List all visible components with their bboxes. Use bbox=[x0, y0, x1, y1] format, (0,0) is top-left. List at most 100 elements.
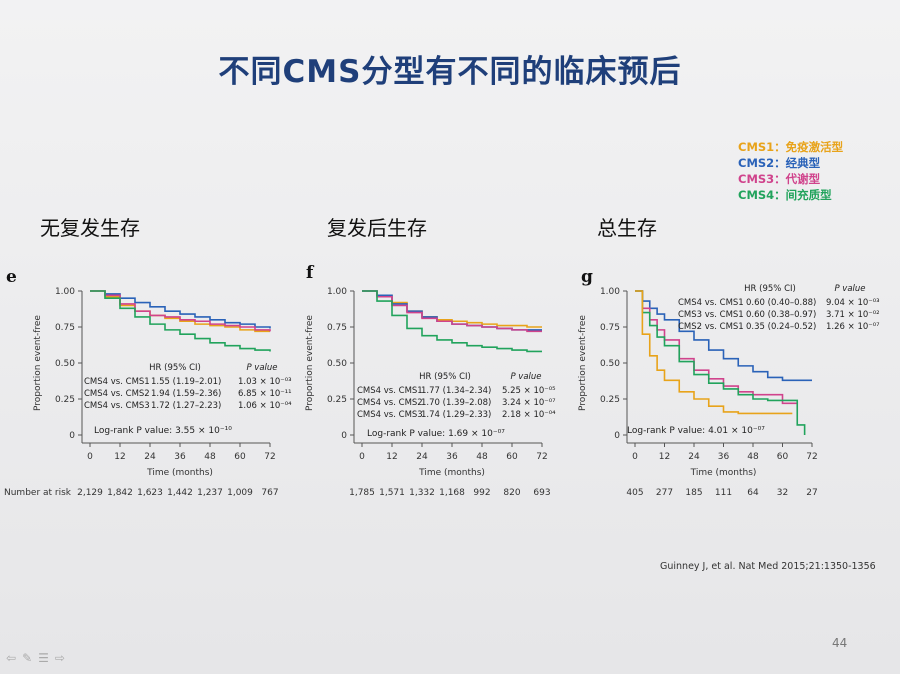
hr-row-label: CMS4 vs. CMS2 bbox=[357, 398, 423, 408]
logrank-text: Log-rank P value: 1.69 × 10⁻⁰⁷ bbox=[367, 429, 505, 439]
x-tick-label: 24 bbox=[688, 452, 700, 462]
legend-item-cms2: CMS2：经典型 bbox=[738, 156, 821, 170]
menu-icon[interactable]: ☰ bbox=[38, 651, 55, 665]
number-at-risk-value: 1,332 bbox=[409, 488, 435, 498]
number-at-risk-value: 405 bbox=[626, 488, 643, 498]
hr-row-value: 1.72 (1.27–2.23) bbox=[151, 401, 221, 411]
number-at-risk-value: 693 bbox=[533, 488, 550, 498]
y-tick-label: 0.75 bbox=[55, 323, 75, 333]
x-tick-label: 12 bbox=[386, 452, 397, 462]
x-tick-label: 36 bbox=[446, 452, 458, 462]
number-at-risk-value: 1,442 bbox=[167, 488, 193, 498]
hr-row-pvalue: 1.26 × 10⁻⁰⁷ bbox=[826, 322, 880, 332]
number-at-risk-value: 64 bbox=[747, 488, 759, 498]
x-tick-label: 0 bbox=[359, 452, 365, 462]
number-at-risk-value: 27 bbox=[806, 488, 817, 498]
x-tick-label: 60 bbox=[234, 452, 246, 462]
number-at-risk-value: 1,237 bbox=[197, 488, 223, 498]
prev-arrow-icon[interactable]: ⇦ bbox=[6, 651, 23, 665]
x-tick-label: 0 bbox=[87, 452, 93, 462]
panel-title-os: 总生存 bbox=[597, 216, 657, 240]
slide-title: 不同CMS分型有不同的临床预后 bbox=[218, 54, 682, 90]
logrank-text: Log-rank P value: 3.55 × 10⁻¹⁰ bbox=[94, 426, 232, 436]
number-at-risk-value: 1,571 bbox=[379, 488, 405, 498]
x-tick-label: 36 bbox=[718, 452, 730, 462]
hr-row-value: 0.35 (0.24–0.52) bbox=[746, 322, 816, 332]
panel-letter: f bbox=[306, 263, 315, 283]
hr-row-value: 1.70 (1.39–2.08) bbox=[421, 398, 491, 408]
hr-row-label: CMS4 vs. CMS1 bbox=[678, 298, 744, 308]
number-at-risk-value: 1,168 bbox=[439, 488, 465, 498]
hr-row-pvalue: 1.06 × 10⁻⁰⁴ bbox=[238, 401, 292, 411]
x-tick-label: 24 bbox=[416, 452, 428, 462]
hr-row-pvalue: 5.25 × 10⁻⁰⁵ bbox=[502, 386, 556, 396]
pen-icon[interactable]: ✎ bbox=[22, 651, 39, 665]
hr-row-pvalue: 1.03 × 10⁻⁰³ bbox=[238, 377, 292, 387]
hr-row-pvalue: 9.04 × 10⁻⁰³ bbox=[826, 298, 880, 308]
hr-row-label: CMS4 vs. CMS3 bbox=[84, 401, 150, 411]
legend-item-cms1: CMS1：免疫激活型 bbox=[738, 140, 844, 154]
y-tick-label: 0.25 bbox=[55, 395, 75, 405]
x-tick-label: 48 bbox=[476, 452, 488, 462]
page-number: 44 bbox=[832, 636, 848, 650]
x-tick-label: 72 bbox=[806, 452, 817, 462]
hr-header: HR (95% CI) bbox=[149, 363, 201, 373]
panel-title-sar: 复发后生存 bbox=[327, 216, 427, 240]
number-at-risk-value: 185 bbox=[685, 488, 702, 498]
number-at-risk-value: 2,129 bbox=[77, 488, 103, 498]
y-tick-label: 1.00 bbox=[600, 287, 620, 297]
y-tick-label: 0.50 bbox=[55, 359, 75, 369]
x-tick-label: 48 bbox=[747, 452, 759, 462]
panel-title-rfs: 无复发生存 bbox=[40, 216, 140, 240]
y-tick-label: 0 bbox=[614, 431, 620, 441]
x-tick-label: 12 bbox=[659, 452, 670, 462]
hr-row-pvalue: 6.85 × 10⁻¹¹ bbox=[238, 389, 292, 399]
slideshow-toolbar[interactable]: ⇦✎☰⇨ bbox=[6, 651, 71, 665]
number-at-risk-value: 767 bbox=[261, 488, 278, 498]
hr-row-label: CMS2 vs. CMS1 bbox=[678, 322, 744, 332]
y-tick-label: 0.75 bbox=[600, 323, 620, 333]
number-at-risk-value: 820 bbox=[503, 488, 520, 498]
x-axis-label: Time (months) bbox=[690, 468, 757, 478]
y-axis-label: Proportion event-free bbox=[305, 315, 315, 411]
x-tick-label: 36 bbox=[174, 452, 186, 462]
y-tick-label: 0.25 bbox=[600, 395, 620, 405]
hr-row-label: CMS3 vs. CMS1 bbox=[678, 310, 744, 320]
citation: Guinney J, et al. Nat Med 2015;21:1350-1… bbox=[660, 561, 876, 572]
hr-row-pvalue: 2.18 × 10⁻⁰⁴ bbox=[502, 410, 556, 420]
x-tick-label: 48 bbox=[204, 452, 216, 462]
panel-letter: g bbox=[581, 267, 593, 287]
hr-row-value: 1.77 (1.34–2.34) bbox=[421, 386, 491, 396]
number-at-risk-label: Number at risk bbox=[4, 488, 72, 498]
survival-curve bbox=[635, 290, 812, 382]
legend-item-cms4: CMS4：间充质型 bbox=[738, 188, 832, 202]
x-tick-label: 72 bbox=[264, 452, 275, 462]
panel-letter: e bbox=[6, 267, 17, 287]
logrank-text: Log-rank P value: 4.01 × 10⁻⁰⁷ bbox=[627, 426, 765, 436]
p-header: P value bbox=[834, 284, 865, 294]
number-at-risk-value: 1,842 bbox=[107, 488, 133, 498]
x-tick-label: 60 bbox=[777, 452, 789, 462]
hr-row-value: 1.55 (1.19–2.01) bbox=[151, 377, 221, 387]
number-at-risk-value: 1,623 bbox=[137, 488, 163, 498]
x-tick-label: 24 bbox=[144, 452, 156, 462]
y-tick-label: 1.00 bbox=[55, 287, 75, 297]
next-arrow-icon[interactable]: ⇨ bbox=[54, 651, 71, 665]
survival-curve bbox=[635, 290, 806, 435]
hr-row-label: CMS4 vs. CMS3 bbox=[357, 410, 423, 420]
x-axis-label: Time (months) bbox=[418, 468, 485, 478]
number-at-risk-value: 992 bbox=[473, 488, 490, 498]
hr-row-label: CMS4 vs. CMS1 bbox=[357, 386, 423, 396]
x-tick-label: 72 bbox=[536, 452, 547, 462]
y-tick-label: 0.50 bbox=[327, 359, 347, 369]
p-header: P value bbox=[246, 363, 277, 373]
hr-row-value: 1.74 (1.29–2.33) bbox=[421, 410, 491, 420]
p-header: P value bbox=[510, 372, 541, 382]
y-tick-label: 0.50 bbox=[600, 359, 620, 369]
hr-row-pvalue: 3.24 × 10⁻⁰⁷ bbox=[502, 398, 556, 408]
survival-curve bbox=[90, 290, 271, 352]
x-tick-label: 0 bbox=[632, 452, 638, 462]
hr-row-value: 0.60 (0.38–0.97) bbox=[746, 310, 816, 320]
hr-header: HR (95% CI) bbox=[419, 372, 471, 382]
